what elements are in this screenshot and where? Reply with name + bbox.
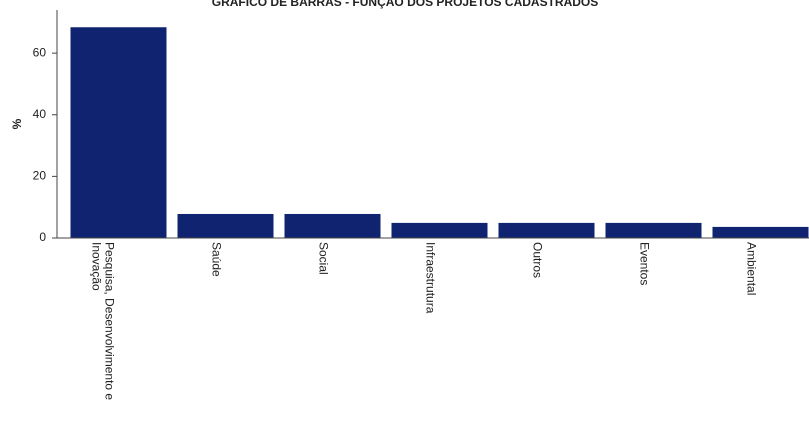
bar [712, 226, 809, 238]
x-tick-label: Pesquisa, Desenvolvimento eInovação [90, 242, 117, 400]
x-tick-label: Infraestrutura [424, 242, 438, 314]
y-axis-label: % [10, 118, 24, 129]
x-tick-label: Outros [531, 242, 545, 278]
x-tick-label: Eventos [638, 242, 652, 285]
x-tick-label: Saúde [210, 242, 224, 277]
bar [605, 222, 702, 238]
y-tick-label: 0 [39, 230, 46, 244]
x-tick-label: Ambiental [745, 242, 759, 295]
bar [498, 222, 595, 238]
y-tick-label: 60 [33, 45, 47, 59]
bar [391, 222, 488, 238]
bar [70, 27, 167, 238]
y-tick-label: 20 [33, 169, 47, 183]
y-tick-label: 40 [33, 107, 47, 121]
chart-title: GRÁFICO DE BARRAS - FUNÇÃO DOS PROJETOS … [212, 0, 598, 9]
bar [177, 213, 274, 238]
bar [284, 213, 381, 238]
x-tick-label: Social [317, 242, 331, 275]
